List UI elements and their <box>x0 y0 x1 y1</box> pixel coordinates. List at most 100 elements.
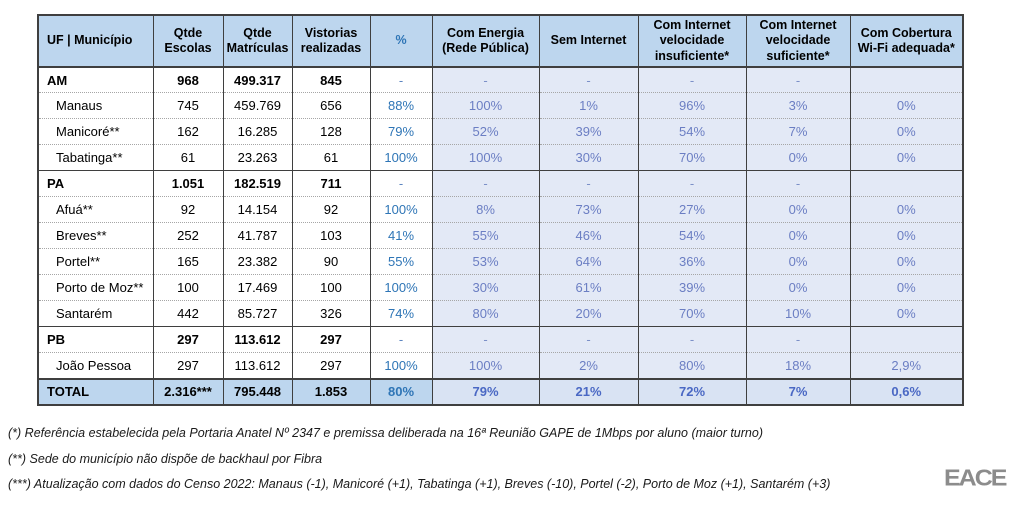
table-row-porto-de-moz: Porto de Moz** 100 17.469 100 100% 30% 6… <box>37 274 964 301</box>
cell-wifi: 0% <box>849 144 964 171</box>
cell-wifi: 0% <box>849 92 964 119</box>
cell-internet-suf: 0% <box>745 222 851 249</box>
table-body: AM 968 499.317 845 - - - - - Manaus 745 … <box>37 66 964 405</box>
cell-energia: 100% <box>431 92 540 119</box>
cell-internet-insuf: - <box>637 66 747 93</box>
header-sem-internet: Sem Internet <box>538 14 639 68</box>
cell-internet-suf: 0% <box>745 274 851 301</box>
cell-matriculas: 23.382 <box>222 248 293 275</box>
cell-municipio: João Pessoa <box>37 352 154 379</box>
cell-sem-internet: - <box>538 326 639 353</box>
cell-municipio: Breves** <box>37 222 154 249</box>
cell-escolas: 165 <box>152 248 224 275</box>
cell-percent: 100% <box>369 196 433 223</box>
cell-internet-suf: 18% <box>745 352 851 379</box>
cell-wifi: 0,6% <box>849 377 964 405</box>
cell-internet-insuf: 27% <box>637 196 747 223</box>
cell-internet-insuf: 54% <box>637 118 747 145</box>
cell-matriculas: 41.787 <box>222 222 293 249</box>
table-row-state-pa: PA 1.051 182.519 711 - - - - - <box>37 170 964 197</box>
cell-sem-internet: 21% <box>538 377 639 405</box>
cell-vistorias: 297 <box>291 326 371 353</box>
cell-matriculas: 499.317 <box>222 66 293 93</box>
footnotes: (*) Referência estabelecida pela Portari… <box>8 426 830 503</box>
header-percent: % <box>369 14 433 68</box>
header-internet-suficiente: Com Internet velocidade suficiente* <box>745 14 851 68</box>
cell-internet-suf: - <box>745 326 851 353</box>
cell-internet-insuf: - <box>637 326 747 353</box>
cell-vistorias: 1.853 <box>291 377 371 405</box>
cell-wifi: 0% <box>849 300 964 327</box>
cell-internet-suf: 0% <box>745 196 851 223</box>
cell-internet-suf: - <box>745 66 851 93</box>
table-header: UF | Município Qtde Escolas Qtde Matrícu… <box>37 14 964 68</box>
cell-matriculas: 182.519 <box>222 170 293 197</box>
header-com-energia: Com Energia (Rede Pública) <box>431 14 540 68</box>
cell-energia: 80% <box>431 300 540 327</box>
footnote-anatel-reference: (*) Referência estabelecida pela Portari… <box>8 426 763 440</box>
cell-matriculas: 113.612 <box>222 326 293 353</box>
cell-sem-internet: 64% <box>538 248 639 275</box>
cell-internet-insuf: 54% <box>637 222 747 249</box>
cell-uf: PB <box>37 326 154 353</box>
table-row-manaus: Manaus 745 459.769 656 88% 100% 1% 96% 3… <box>37 92 964 119</box>
cell-internet-insuf: 80% <box>637 352 747 379</box>
cell-escolas: 297 <box>152 326 224 353</box>
cell-percent: - <box>369 326 433 353</box>
cell-vistorias: 297 <box>291 352 371 379</box>
cell-energia: 30% <box>431 274 540 301</box>
cell-energia: - <box>431 66 540 93</box>
cell-internet-suf: - <box>745 170 851 197</box>
cell-vistorias: 845 <box>291 66 371 93</box>
cell-wifi: 2,9% <box>849 352 964 379</box>
eace-logo: EACE <box>944 465 1007 491</box>
cell-escolas: 968 <box>152 66 224 93</box>
cell-wifi: 0% <box>849 222 964 249</box>
cell-vistorias: 656 <box>291 92 371 119</box>
cell-percent: 41% <box>369 222 433 249</box>
cell-internet-suf: 7% <box>745 118 851 145</box>
cell-escolas: 297 <box>152 352 224 379</box>
table-row-state-pb: PB 297 113.612 297 - - - - - <box>37 326 964 353</box>
footnote-censo-2022: (***) Atualização com dados do Censo 202… <box>8 477 831 491</box>
cell-municipio: Santarém <box>37 300 154 327</box>
cell-escolas: 252 <box>152 222 224 249</box>
cell-uf: AM <box>37 66 154 93</box>
cell-municipio: Tabatinga** <box>37 144 154 171</box>
cell-energia: 100% <box>431 144 540 171</box>
cell-vistorias: 92 <box>291 196 371 223</box>
table-row-total: TOTAL 2.316*** 795.448 1.853 80% 79% 21%… <box>37 377 964 405</box>
header-vistorias-realizadas: Vistorias realizadas <box>291 14 371 68</box>
cell-percent: 74% <box>369 300 433 327</box>
cell-energia: 100% <box>431 352 540 379</box>
cell-energia: - <box>431 326 540 353</box>
cell-internet-suf: 7% <box>745 377 851 405</box>
cell-energia: 79% <box>431 377 540 405</box>
cell-sem-internet: 46% <box>538 222 639 249</box>
cell-escolas: 745 <box>152 92 224 119</box>
cell-internet-insuf: 96% <box>637 92 747 119</box>
table-row-portel: Portel** 165 23.382 90 55% 53% 64% 36% 0… <box>37 248 964 275</box>
cell-sem-internet: 61% <box>538 274 639 301</box>
cell-sem-internet: 20% <box>538 300 639 327</box>
cell-municipio: Porto de Moz** <box>37 274 154 301</box>
header-internet-insuficiente: Com Internet velocidade insuficiente* <box>637 14 747 68</box>
cell-internet-insuf: 39% <box>637 274 747 301</box>
cell-percent: - <box>369 66 433 93</box>
cell-sem-internet: - <box>538 66 639 93</box>
cell-percent: 88% <box>369 92 433 119</box>
cell-percent: 79% <box>369 118 433 145</box>
cell-matriculas: 17.469 <box>222 274 293 301</box>
cell-municipio: Portel** <box>37 248 154 275</box>
cell-sem-internet: 1% <box>538 92 639 119</box>
cell-escolas: 2.316*** <box>152 377 224 405</box>
table-row-manicore: Manicoré** 162 16.285 128 79% 52% 39% 54… <box>37 118 964 145</box>
cell-wifi: 0% <box>849 274 964 301</box>
cell-percent: 100% <box>369 274 433 301</box>
cell-sem-internet: 73% <box>538 196 639 223</box>
cell-internet-insuf: 70% <box>637 300 747 327</box>
cell-matriculas: 113.612 <box>222 352 293 379</box>
table-row-santarem: Santarém 442 85.727 326 74% 80% 20% 70% … <box>37 300 964 327</box>
cell-percent: - <box>369 170 433 197</box>
table-container: UF | Município Qtde Escolas Qtde Matrícu… <box>37 14 964 406</box>
